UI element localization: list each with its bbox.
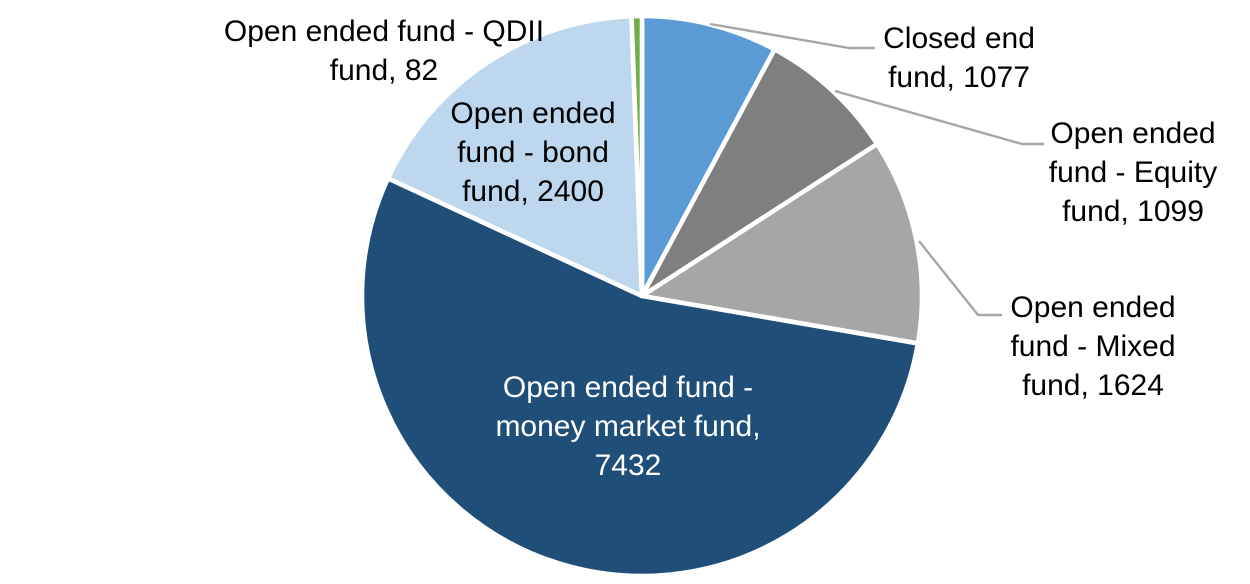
data-label-line: fund - Equity	[1048, 156, 1218, 189]
data-label-line: Open ended	[450, 97, 616, 130]
data-label-qdii-fund: Open ended fund - QDII fund, 82	[224, 12, 544, 90]
leader-line-mixed-fund	[918, 240, 1002, 317]
data-label-line: Open ended	[1050, 117, 1216, 150]
pie-slice-qdii[interactable]	[629, 13, 645, 299]
data-label-line: 7432	[594, 449, 662, 482]
pie-slice-equity[interactable]	[639, 47, 880, 299]
data-label-money-market-fund: Open ended fund - money market fund, 743…	[495, 368, 760, 485]
pie-slices-group	[359, 13, 925, 579]
data-label-line: fund, 1077	[888, 61, 1030, 94]
pie-slice-bond[interactable]	[385, 13, 645, 299]
leader-line-equity-fund	[834, 89, 1044, 146]
leader-line-closed-end-fund	[709, 22, 875, 50]
data-label-bond-fund: Open ended fund - bond fund, 2400	[450, 94, 615, 211]
pie-slice-money-market[interactable]	[359, 176, 921, 579]
data-label-equity-fund: Open ended fund - Equity fund, 1099	[1049, 114, 1217, 231]
pie-slice-mixed[interactable]	[639, 141, 925, 346]
data-label-line: fund, 2400	[462, 175, 604, 208]
leader-lines-group	[709, 22, 1044, 317]
data-label-line: money market fund,	[495, 410, 761, 443]
data-label-line: fund, 82	[329, 54, 439, 87]
data-label-closed-end-fund: Closed end fund, 1077	[883, 19, 1035, 97]
data-label-line: Closed end	[883, 22, 1035, 55]
data-label-line: Open ended	[1010, 291, 1176, 324]
data-label-line: fund - bond	[457, 136, 609, 169]
data-label-line: fund, 1099	[1062, 195, 1204, 228]
data-label-line: fund - Mixed	[1010, 330, 1176, 363]
data-label-line: Open ended fund - QDII	[223, 15, 545, 48]
data-label-line: Open ended fund -	[502, 371, 754, 404]
data-label-line: fund, 1624	[1022, 369, 1164, 402]
data-label-mixed-fund: Open ended fund - Mixed fund, 1624	[1010, 288, 1175, 405]
